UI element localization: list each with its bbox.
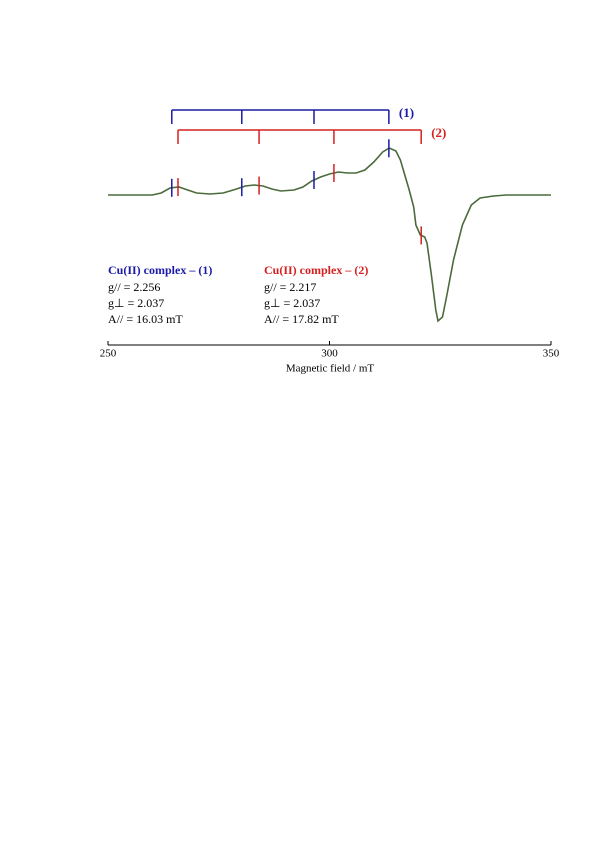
marker-label: (2) [431,125,446,140]
x-tick-label: 250 [100,348,117,360]
annotation-line: g// = 2.217 [264,280,316,294]
x-tick-label: 300 [321,348,338,360]
annotation-line: g⊥ = 2.037 [264,296,320,310]
annotation-title: Cu(II) complex – (1) [108,263,212,277]
marker-label: (1) [399,105,414,120]
annotation-line: A// = 17.82 mT [264,312,339,326]
annotation-line: g⊥ = 2.037 [108,296,164,310]
x-axis-label: Magnetic field / mT [286,363,375,375]
annotation-title: Cu(II) complex – (2) [264,263,368,277]
spectrum-line [108,147,551,323]
annotation-line: A// = 16.03 mT [108,312,183,326]
annotation-line: g// = 2.256 [108,280,160,294]
x-tick-label: 350 [543,348,560,360]
